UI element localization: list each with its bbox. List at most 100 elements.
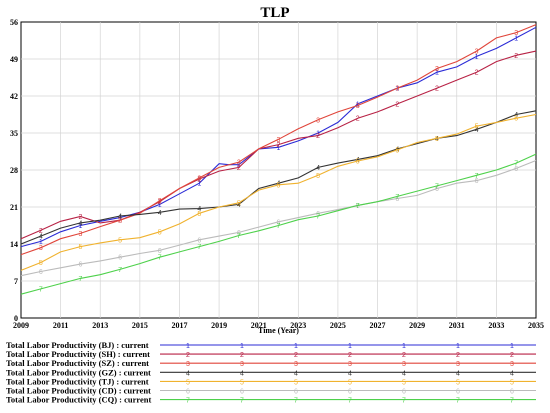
data-point-marker: 1 <box>118 215 122 222</box>
legend-marker: 7 <box>186 398 190 405</box>
data-point-marker: 7 <box>237 233 241 240</box>
x-tick-label: 2021 <box>251 321 267 330</box>
x-tick-label: 2009 <box>13 321 29 330</box>
data-point-marker: 5 <box>197 211 201 218</box>
legend-marker: 6 <box>510 389 514 396</box>
legend: Total Labor Productivity (BJ) : current 1… <box>6 340 536 405</box>
data-point-marker: 5 <box>158 229 162 236</box>
data-point-marker: 6 <box>435 186 439 193</box>
data-point-marker: 2 <box>395 101 399 108</box>
data-point-marker: 4 <box>158 210 162 217</box>
data-point-marker: 4 <box>197 206 201 213</box>
x-tick-label: 2027 <box>370 321 386 330</box>
data-point-marker: 1 <box>237 162 241 169</box>
data-point-marker: 3 <box>475 49 479 56</box>
x-tick-label: 2013 <box>92 321 108 330</box>
x-tick-label: 2017 <box>171 321 187 330</box>
data-point-marker: 4 <box>39 234 43 241</box>
data-point-marker: 1 <box>197 181 201 188</box>
legend-marker: 5 <box>294 379 298 386</box>
data-point-marker: 6 <box>514 166 518 173</box>
data-point-marker: 6 <box>316 211 320 218</box>
data-point-marker: 1 <box>158 202 162 209</box>
legend-marker: 6 <box>240 389 244 396</box>
series-7: 7 7 7 7 7 7 7 7 7 7 7 7 7 <box>20 153 537 295</box>
legend-marker: 1 <box>240 343 244 350</box>
data-point-marker: 5 <box>435 136 439 143</box>
legend-marker: 4 <box>294 370 298 377</box>
data-point-marker: 1 <box>316 131 320 138</box>
data-point-marker: 6 <box>118 255 122 262</box>
y-axis-ticks: 0 7 14 21 28 35 42 49 56 <box>10 18 18 323</box>
legend-label: Total Labor Productivity (TJ) : current <box>6 376 149 386</box>
data-point-marker: 5 <box>39 260 43 267</box>
legend-marker: 3 <box>348 361 352 368</box>
legend-marker: 2 <box>186 352 190 359</box>
chart-title: TLP <box>260 5 289 21</box>
legend-marker: 5 <box>240 379 244 386</box>
data-point-marker: 7 <box>475 173 479 180</box>
legend-marker: 6 <box>294 389 298 396</box>
data-point-marker: 3 <box>118 218 122 225</box>
series-6: 6 6 6 6 6 6 6 6 6 6 6 6 6 <box>20 159 537 277</box>
legend-item: Total Labor Productivity (TJ) : current 5… <box>6 376 536 386</box>
data-point-marker: 7 <box>118 267 122 274</box>
data-point-marker: 2 <box>237 165 241 172</box>
data-point-marker: 2 <box>514 53 518 60</box>
legend-marker: 3 <box>294 361 298 368</box>
legend-marker: 7 <box>294 398 298 405</box>
legend-marker: 1 <box>402 343 406 350</box>
data-point-marker: 6 <box>158 248 162 255</box>
data-point-marker: 7 <box>197 244 201 251</box>
legend-marker: 3 <box>186 361 190 368</box>
legend-marker: 1 <box>186 343 190 350</box>
data-point-marker: 1 <box>39 239 43 246</box>
data-point-marker: 5 <box>277 182 281 189</box>
data-point-marker: 2 <box>39 228 43 235</box>
legend-item: Total Labor Productivity (SZ) : current 3… <box>6 358 536 368</box>
data-point-marker: 7 <box>356 203 360 210</box>
legend-item: Total Labor Productivity (CD) : current 6… <box>6 386 536 396</box>
data-point-marker: 5 <box>395 147 399 154</box>
legend-marker: 4 <box>456 370 460 377</box>
x-tick-label: 2025 <box>330 321 346 330</box>
x-tick-label: 2031 <box>449 321 465 330</box>
y-tick-label: 0 <box>14 314 18 323</box>
y-tick-label: 7 <box>14 277 18 286</box>
legend-marker: 6 <box>402 389 406 396</box>
legend-marker: 3 <box>240 361 244 368</box>
data-point-marker: 7 <box>78 276 82 283</box>
x-tick-label: 2011 <box>53 321 69 330</box>
legend-marker: 5 <box>510 379 514 386</box>
legend-label: Total Labor Productivity (CQ) : current <box>6 395 152 405</box>
legend-marker: 5 <box>186 379 190 386</box>
legend-marker: 2 <box>294 352 298 359</box>
data-point-marker: 4 <box>118 213 122 220</box>
legend-marker: 4 <box>348 370 352 377</box>
legend-item: Total Labor Productivity (CQ) : current 7… <box>6 395 536 405</box>
data-point-marker: 5 <box>237 200 241 207</box>
series-line <box>20 113 537 271</box>
data-point-marker: 6 <box>197 237 201 244</box>
data-point-marker: 4 <box>514 112 518 119</box>
data-point-marker: 1 <box>475 54 479 61</box>
legend-marker: 1 <box>510 343 514 350</box>
data-point-marker: 6 <box>39 269 43 276</box>
data-point-marker: 2 <box>118 218 122 225</box>
legend-marker: 4 <box>240 370 244 377</box>
legend-marker: 6 <box>348 389 352 396</box>
series-5: 5 5 5 5 5 5 5 5 5 5 5 5 5 <box>20 113 537 271</box>
data-point-marker: 5 <box>356 159 360 166</box>
legend-marker: 5 <box>348 379 352 386</box>
data-point-marker: 7 <box>514 161 518 168</box>
data-point-marker: 3 <box>316 117 320 124</box>
data-point-marker: 1 <box>277 145 281 152</box>
data-point-marker: 7 <box>395 194 399 201</box>
legend-marker: 7 <box>402 398 406 405</box>
data-point-marker: 3 <box>237 160 241 167</box>
x-tick-label: 2019 <box>211 321 227 330</box>
legend-marker: 4 <box>402 370 406 377</box>
x-tick-label: 2015 <box>132 321 148 330</box>
data-point-marker: 4 <box>237 202 241 209</box>
